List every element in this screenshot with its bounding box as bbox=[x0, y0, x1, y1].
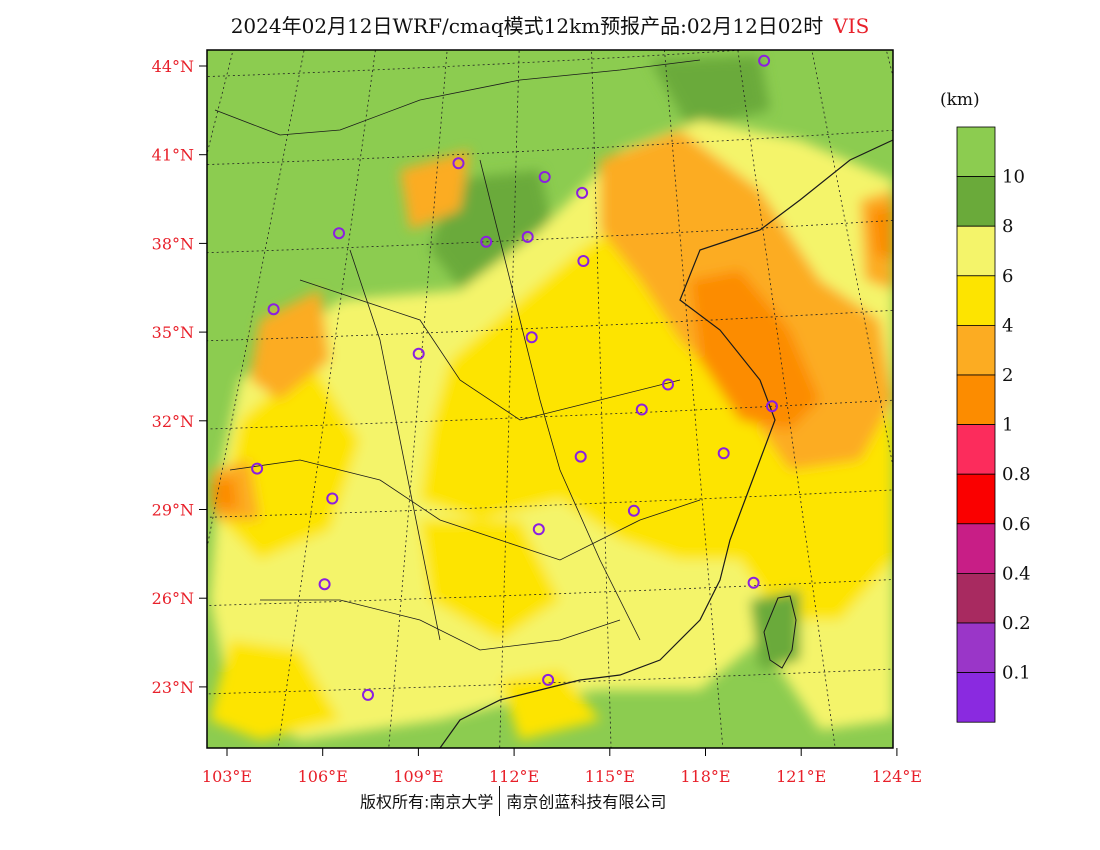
legend-label: 2 bbox=[1002, 365, 1013, 386]
longitude-label: 112°E bbox=[489, 767, 539, 786]
legend-swatch bbox=[956, 473, 996, 525]
station-marker bbox=[452, 157, 465, 170]
title-main: 2024年02月12日WRF/cmaq模式12km预报产品:02月12日02时 bbox=[230, 14, 824, 38]
map-title: 2024年02月12日WRF/cmaq模式12km预报产品:02月12日02时 V… bbox=[0, 10, 1100, 39]
station-marker bbox=[251, 462, 264, 475]
station-markers bbox=[175, 54, 778, 701]
latitude-line bbox=[0, 749, 1100, 788]
latitude-line bbox=[207, 220, 893, 254]
legend-label: 4 bbox=[1002, 315, 1013, 336]
legend-label: 1 bbox=[1002, 415, 1013, 436]
legend-swatch bbox=[956, 622, 996, 673]
station-marker bbox=[326, 492, 339, 505]
legend-swatch bbox=[956, 523, 996, 574]
station-marker bbox=[635, 403, 648, 416]
latitude-line bbox=[207, 50, 751, 78]
legend-label: 0.6 bbox=[1002, 514, 1031, 535]
latitude-label: 38°N bbox=[152, 234, 194, 253]
latitude-label: 35°N bbox=[152, 323, 194, 342]
station-marker bbox=[525, 331, 538, 344]
longitude-line bbox=[499, 50, 520, 748]
legend-label: 0.8 bbox=[1002, 464, 1031, 485]
latitude-label: 26°N bbox=[152, 589, 194, 608]
legend-label: 0.2 bbox=[1002, 613, 1031, 634]
station-marker bbox=[717, 447, 730, 460]
station-marker bbox=[333, 227, 345, 240]
legend-colorbar: 10 8 6 4 2 1 0.8 0.6 0.4 0.2 0.1 bbox=[956, 126, 1031, 723]
footer-credit: 版权所有:南京大学 南京创蓝科技有限公司 bbox=[360, 786, 667, 818]
station-marker bbox=[747, 576, 760, 589]
longitude-label: 124°E bbox=[872, 767, 922, 786]
latitude-line bbox=[207, 309, 893, 342]
station-marker bbox=[576, 186, 589, 199]
latitude-line bbox=[207, 489, 893, 518]
longitude-line bbox=[388, 50, 448, 748]
station-marker bbox=[627, 504, 640, 517]
legend-swatch bbox=[956, 324, 996, 376]
latitude-line bbox=[207, 129, 893, 165]
legend-label: 10 bbox=[1002, 167, 1025, 188]
longitude-label: 115°E bbox=[585, 767, 635, 786]
longitude-label: 109°E bbox=[393, 767, 443, 786]
legend-swatch bbox=[956, 374, 996, 425]
legend-unit: (km) bbox=[940, 90, 980, 110]
station-marker bbox=[662, 378, 674, 391]
legend-label: 8 bbox=[1002, 216, 1013, 237]
legend-label: 0.4 bbox=[1002, 563, 1031, 584]
longitude-label: 121°E bbox=[776, 767, 826, 786]
station-marker bbox=[521, 230, 534, 243]
longitude-labels: 103°E 106°E 109°E 112°E 115°E 118°E 121°E 124°E bbox=[202, 748, 922, 786]
station-marker bbox=[574, 450, 587, 463]
station-marker bbox=[175, 631, 185, 641]
latitude-label: 23°N bbox=[152, 678, 194, 697]
latitude-label: 41°N bbox=[152, 146, 194, 165]
title-variable: VIS bbox=[833, 14, 870, 38]
station-marker bbox=[362, 688, 374, 701]
longitude-line bbox=[591, 50, 612, 748]
legend-swatch bbox=[956, 424, 996, 475]
station-marker bbox=[532, 523, 545, 536]
latitude-label: 32°N bbox=[152, 412, 194, 431]
legend-swatch bbox=[956, 176, 996, 227]
legend-swatch bbox=[956, 126, 996, 177]
latitude-line bbox=[207, 579, 893, 606]
station-marker bbox=[577, 255, 590, 267]
latitude-label: 44°N bbox=[152, 57, 194, 76]
station-marker bbox=[318, 578, 331, 591]
station-marker bbox=[758, 54, 771, 67]
station-marker bbox=[267, 303, 280, 316]
legend-swatch bbox=[956, 275, 996, 326]
legend-label: 0.1 bbox=[1002, 663, 1031, 684]
legend-swatch bbox=[956, 225, 996, 277]
map-frame bbox=[206, 49, 894, 749]
station-marker bbox=[412, 347, 425, 360]
legend-swatch bbox=[956, 573, 996, 624]
longitude-label: 103°E bbox=[202, 767, 252, 786]
longitude-label: 106°E bbox=[298, 767, 348, 786]
station-marker bbox=[766, 400, 778, 413]
longitude-label: 118°E bbox=[680, 767, 730, 786]
latitude-labels: 44°N 41°N 38°N 35°N 32°N 29°N 26°N 23°N bbox=[152, 57, 207, 697]
footer-left: 版权所有:南京大学 bbox=[360, 792, 494, 812]
footer-right: 南京创蓝科技有限公司 bbox=[506, 792, 667, 812]
legend-label: 6 bbox=[1002, 266, 1013, 287]
legend-swatch bbox=[956, 672, 996, 723]
station-marker bbox=[538, 171, 551, 183]
station-marker bbox=[480, 235, 493, 248]
footer-separator bbox=[499, 786, 501, 816]
longitude-line bbox=[664, 50, 724, 748]
station-marker bbox=[542, 673, 555, 686]
latitude-label: 29°N bbox=[152, 501, 194, 520]
